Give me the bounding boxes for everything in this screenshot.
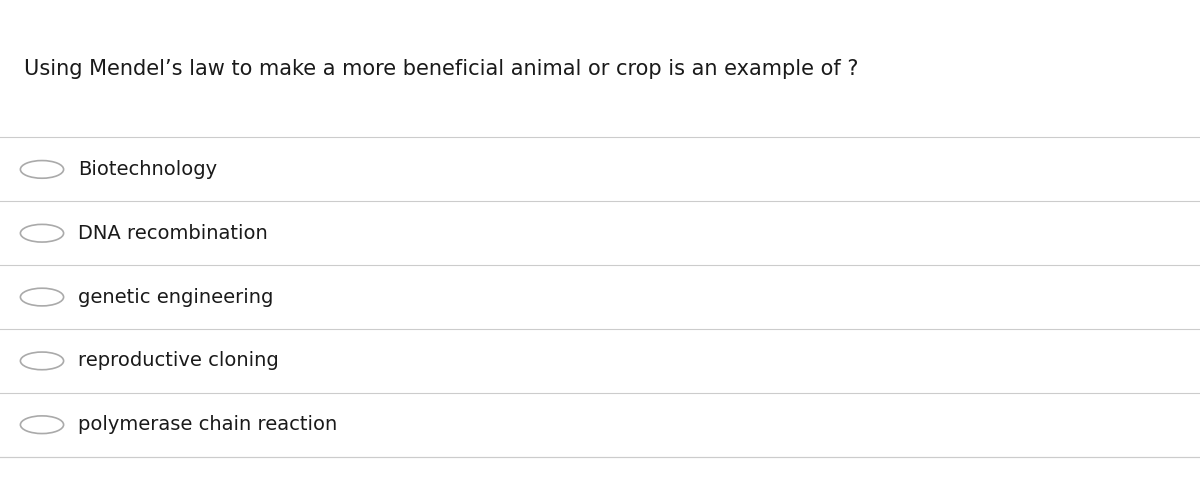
Text: reproductive cloning: reproductive cloning	[78, 352, 278, 370]
Text: polymerase chain reaction: polymerase chain reaction	[78, 415, 337, 434]
Text: Biotechnology: Biotechnology	[78, 160, 217, 179]
Text: Using Mendel’s law to make a more beneficial animal or crop is an example of ?: Using Mendel’s law to make a more benefi…	[24, 59, 858, 79]
Text: DNA recombination: DNA recombination	[78, 224, 268, 243]
Text: genetic engineering: genetic engineering	[78, 288, 274, 306]
